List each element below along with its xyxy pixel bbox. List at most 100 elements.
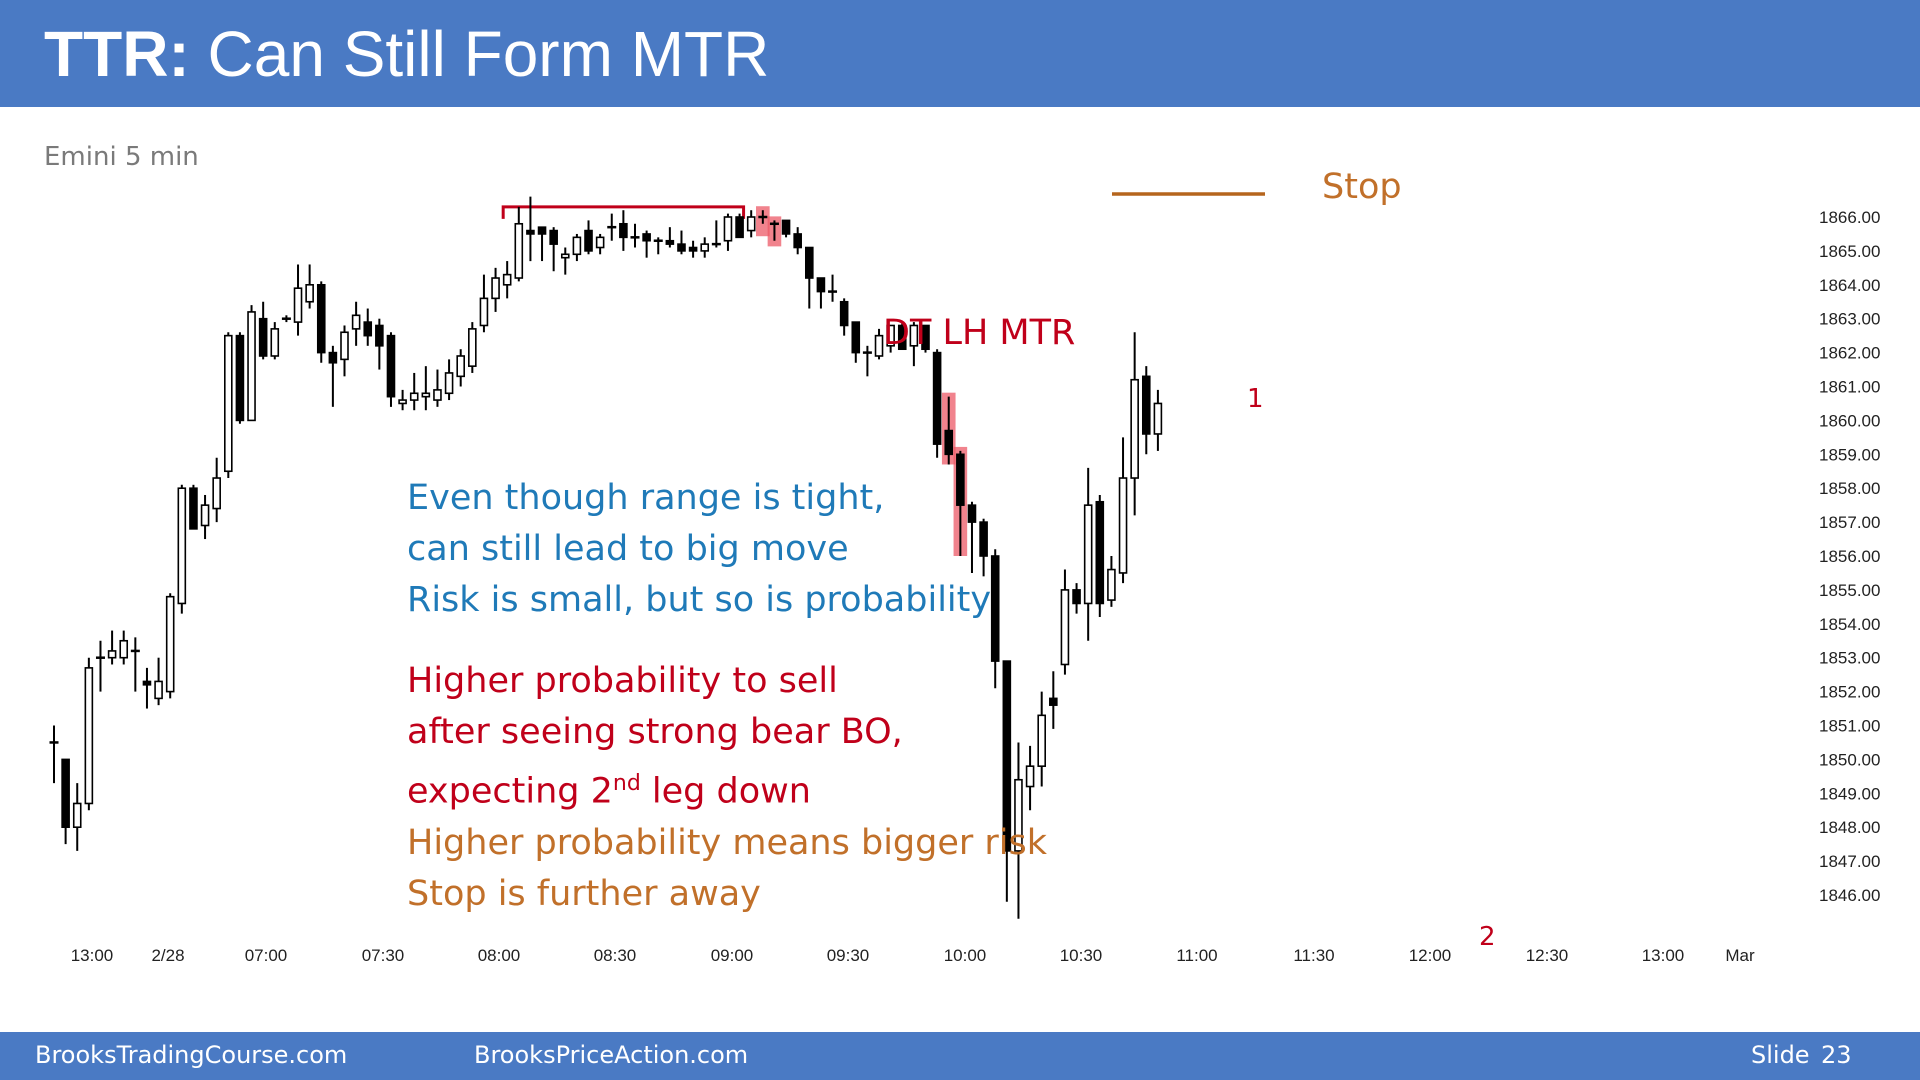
candle <box>375 318 384 370</box>
candle <box>781 219 791 238</box>
candle-body <box>1153 402 1163 435</box>
footer-bar: BrooksTradingCourse.com BrooksPriceActio… <box>0 1032 1920 1080</box>
candle <box>154 657 163 706</box>
candle <box>642 230 651 258</box>
candle-body <box>1083 504 1093 605</box>
candle <box>653 237 663 255</box>
candle-body <box>1141 375 1151 435</box>
note-text: leg down <box>640 771 811 812</box>
candle-body <box>560 253 570 259</box>
candle <box>886 324 895 353</box>
candle <box>584 220 593 255</box>
candle <box>468 322 477 373</box>
candle <box>479 274 489 333</box>
annotation-lines <box>501 192 1265 219</box>
candle-body <box>839 300 849 327</box>
candle <box>607 213 617 241</box>
candle <box>1153 389 1163 451</box>
candle-body <box>1118 477 1128 574</box>
candle-body <box>781 219 791 235</box>
candle <box>526 196 535 262</box>
candle-body <box>1002 660 1012 852</box>
candle-body <box>735 216 744 239</box>
y-tick-label: 1849.00 <box>1819 784 1880 803</box>
candle <box>1118 437 1128 584</box>
candle <box>1083 467 1093 641</box>
candle <box>874 328 884 360</box>
candle <box>189 484 198 530</box>
slide-number: 23 <box>1821 1041 1852 1069</box>
candle-body <box>61 758 70 829</box>
candle-body <box>409 392 419 401</box>
candle <box>316 281 326 363</box>
candle <box>224 332 233 479</box>
slide-label: Slide <box>1751 1041 1810 1069</box>
candle <box>421 366 431 411</box>
candle-body <box>816 277 826 293</box>
candle <box>735 213 744 239</box>
x-tick-label: 12:00 <box>1409 946 1452 965</box>
candle <box>130 637 140 692</box>
candle-body <box>723 216 733 242</box>
candle <box>967 501 977 573</box>
candle <box>630 223 640 248</box>
candle <box>595 233 605 255</box>
candle <box>305 264 314 309</box>
candle <box>1014 742 1023 919</box>
candle-body <box>921 324 930 351</box>
candle-body <box>142 680 152 686</box>
candle <box>386 332 396 407</box>
note-orange: Higher probability means bigger risk Sto… <box>407 818 1047 920</box>
candle <box>491 267 500 312</box>
y-tick-label: 1855.00 <box>1819 581 1880 600</box>
candle-body <box>491 277 500 300</box>
candle <box>1060 569 1070 675</box>
slide-title: TTR: Can Still Form MTR <box>44 14 769 94</box>
resistance-line <box>501 205 746 219</box>
candle <box>270 322 280 360</box>
candle-body <box>316 283 326 354</box>
candle-body <box>584 229 593 252</box>
footer-middle: BrooksPriceAction.com <box>474 1041 749 1069</box>
y-tick-label: 1850.00 <box>1819 750 1880 769</box>
y-tick-label: 1857.00 <box>1819 513 1880 532</box>
y-tick-label: 1856.00 <box>1819 547 1880 566</box>
candle-body <box>119 639 129 659</box>
candle-body <box>177 487 187 605</box>
candle <box>95 640 105 692</box>
y-axis-labels: 1866.00 1865.00 1864.00 1863.00 1862.00 1861.… <box>1819 208 1880 905</box>
candle <box>293 264 303 336</box>
y-tick-label: 1854.00 <box>1819 615 1880 634</box>
candle <box>769 220 779 241</box>
candle <box>502 261 512 299</box>
candle <box>711 220 721 248</box>
candle <box>514 206 524 282</box>
candle-body <box>479 297 489 327</box>
candle-body <box>386 334 396 398</box>
x-tick-label: 07:30 <box>362 946 405 965</box>
candle <box>549 227 558 272</box>
candle-body <box>537 226 547 235</box>
candle-body <box>677 243 686 252</box>
candle-body <box>746 216 756 232</box>
candle-body <box>351 314 361 330</box>
candle <box>444 359 454 401</box>
y-tick-label: 1866.00 <box>1819 208 1880 227</box>
candle-body <box>979 521 988 557</box>
candle <box>247 305 256 422</box>
x-tick-label: 10:30 <box>1060 946 1103 965</box>
candle-body <box>526 229 535 235</box>
candle <box>212 457 221 523</box>
y-tick-label: 1853.00 <box>1819 649 1880 668</box>
candle <box>1095 494 1105 618</box>
candle <box>619 210 628 251</box>
x-tick-label: 2/28 <box>151 946 184 965</box>
y-tick-label: 1864.00 <box>1819 276 1880 295</box>
candle <box>909 322 919 367</box>
candle <box>537 226 547 262</box>
candle-body <box>154 680 163 700</box>
candle <box>456 349 466 387</box>
candle-body <box>456 355 466 378</box>
candle-body <box>270 328 280 357</box>
candle-body <box>1095 500 1105 605</box>
